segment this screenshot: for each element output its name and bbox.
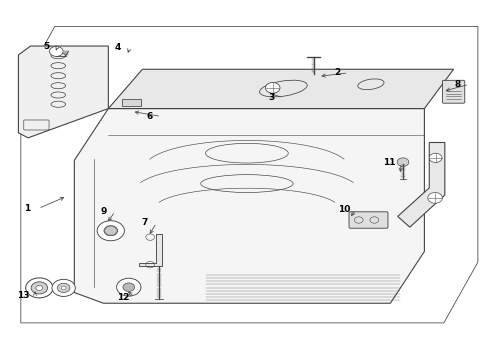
Polygon shape bbox=[19, 46, 108, 138]
Circle shape bbox=[97, 221, 124, 241]
Circle shape bbox=[265, 82, 280, 93]
Circle shape bbox=[104, 226, 117, 236]
Text: 12: 12 bbox=[117, 293, 129, 302]
Circle shape bbox=[49, 46, 63, 57]
Circle shape bbox=[61, 286, 66, 290]
Circle shape bbox=[26, 278, 53, 298]
Text: 10: 10 bbox=[337, 205, 349, 214]
Text: 4: 4 bbox=[115, 43, 121, 52]
Text: 8: 8 bbox=[453, 80, 460, 89]
Bar bbox=[122, 99, 141, 106]
FancyBboxPatch shape bbox=[442, 80, 464, 103]
Text: 5: 5 bbox=[43, 41, 49, 50]
Text: 11: 11 bbox=[383, 158, 395, 167]
Text: 1: 1 bbox=[23, 204, 30, 213]
Circle shape bbox=[57, 283, 70, 293]
Text: 9: 9 bbox=[100, 207, 106, 216]
Polygon shape bbox=[74, 109, 424, 303]
Circle shape bbox=[116, 278, 141, 296]
Polygon shape bbox=[397, 143, 444, 227]
Circle shape bbox=[31, 282, 47, 294]
Circle shape bbox=[36, 285, 42, 291]
Text: 7: 7 bbox=[142, 219, 148, 228]
FancyBboxPatch shape bbox=[348, 212, 387, 228]
Text: 6: 6 bbox=[146, 112, 152, 121]
Polygon shape bbox=[139, 234, 162, 266]
Circle shape bbox=[52, 279, 75, 296]
Polygon shape bbox=[108, 69, 453, 109]
Text: 3: 3 bbox=[267, 93, 274, 102]
Circle shape bbox=[396, 158, 408, 166]
Circle shape bbox=[428, 153, 441, 162]
Circle shape bbox=[122, 283, 134, 292]
Text: 13: 13 bbox=[17, 291, 29, 300]
Circle shape bbox=[427, 193, 442, 203]
Text: 2: 2 bbox=[333, 68, 339, 77]
